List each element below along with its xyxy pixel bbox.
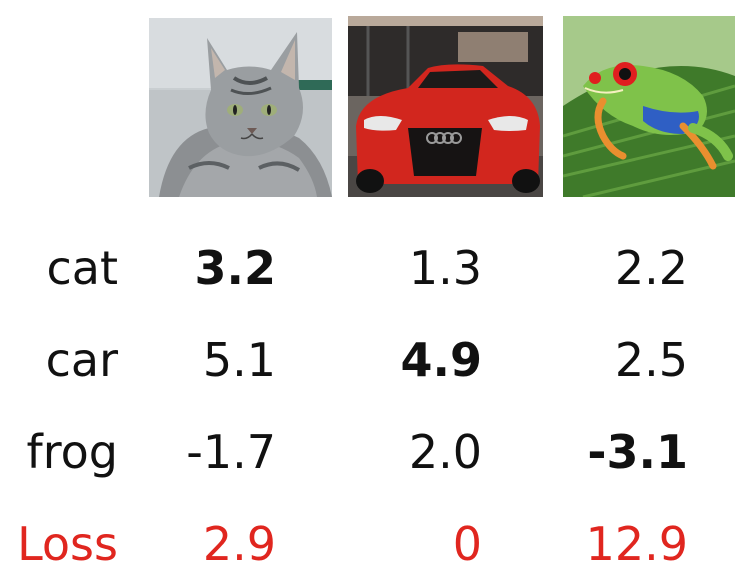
score-car-on-frog-image: 2.5 xyxy=(614,333,688,387)
loss-car-image: 0 xyxy=(452,517,482,571)
score-frog-on-cat-image: -1.7 xyxy=(186,425,276,479)
loss-label: Loss xyxy=(17,517,118,571)
car-image xyxy=(348,16,543,197)
score-car-on-cat-image: 5.1 xyxy=(202,333,276,387)
score-frog-on-frog-image: -3.1 xyxy=(587,425,688,479)
row-label-frog: frog xyxy=(26,425,118,479)
loss-frog-image: 12.9 xyxy=(585,517,688,571)
row-label-cat: cat xyxy=(46,241,118,295)
score-cat-on-car-image: 1.3 xyxy=(408,241,482,295)
score-cat-on-frog-image: 2.2 xyxy=(614,241,688,295)
score-cat-on-cat-image: 3.2 xyxy=(194,241,277,295)
score-car-on-car-image: 4.9 xyxy=(400,333,483,387)
frog-image xyxy=(563,16,735,197)
cat-image xyxy=(149,18,332,197)
score-frog-on-car-image: 2.0 xyxy=(408,425,482,479)
row-label-car: car xyxy=(45,333,118,387)
loss-cat-image: 2.9 xyxy=(202,517,276,571)
